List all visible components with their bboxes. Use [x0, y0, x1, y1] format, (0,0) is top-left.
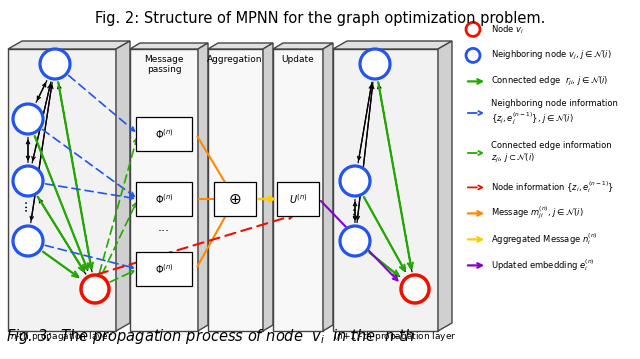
Text: Node $v_i$: Node $v_i$ — [491, 23, 524, 36]
Text: $U^{(n)}$: $U^{(n)}$ — [289, 192, 307, 206]
FancyBboxPatch shape — [136, 117, 192, 151]
Circle shape — [40, 49, 70, 79]
Circle shape — [466, 48, 480, 62]
Circle shape — [340, 166, 370, 196]
Polygon shape — [8, 49, 116, 331]
Text: Message
passing: Message passing — [144, 55, 184, 74]
Text: $\Phi^{(n)}$: $\Phi^{(n)}$ — [155, 192, 173, 206]
Text: Message $m_{ji}^{(n)}$, $j \in \mathcal{N}(i)$: Message $m_{ji}^{(n)}$, $j \in \mathcal{… — [491, 205, 584, 222]
Polygon shape — [333, 49, 438, 331]
Text: Node information $\{z_i, e_i^{(n-1)}\}$: Node information $\{z_i, e_i^{(n-1)}\}$ — [491, 180, 614, 195]
Text: $\Phi^{(n)}$: $\Phi^{(n)}$ — [155, 262, 173, 276]
Circle shape — [360, 49, 390, 79]
Polygon shape — [273, 49, 323, 331]
Circle shape — [13, 226, 43, 256]
Text: ···: ··· — [20, 197, 34, 211]
Circle shape — [81, 275, 109, 303]
Polygon shape — [273, 43, 333, 49]
FancyBboxPatch shape — [277, 182, 319, 216]
Text: $(n{+}1)$-th propagation layer: $(n{+}1)$-th propagation layer — [333, 330, 457, 343]
Text: Connected edge  $r_{ji}$, $j \in \mathcal{N}(i)$: Connected edge $r_{ji}$, $j \in \mathcal… — [491, 75, 609, 88]
Text: $\Phi^{(n)}$: $\Phi^{(n)}$ — [155, 127, 173, 141]
Polygon shape — [323, 43, 333, 331]
FancyBboxPatch shape — [136, 182, 192, 216]
Text: Neighboring node information
$\{z_j, e_j^{(n-1)}\}$, $j \in \mathcal{N}(i)$: Neighboring node information $\{z_j, e_j… — [491, 99, 618, 127]
Text: $n$-th propagation layer: $n$-th propagation layer — [10, 330, 113, 343]
Text: Aggregation: Aggregation — [207, 55, 263, 64]
Text: Connected edge information
$z_{ji}$, $j \subset \mathcal{N}(i)$: Connected edge information $z_{ji}$, $j … — [491, 141, 612, 165]
Polygon shape — [130, 49, 198, 331]
Circle shape — [13, 166, 43, 196]
Text: ···: ··· — [158, 225, 170, 238]
Polygon shape — [333, 41, 452, 49]
Circle shape — [466, 22, 480, 36]
Text: Fig. 2: Structure of MPNN for the graph optimization problem.: Fig. 2: Structure of MPNN for the graph … — [95, 11, 545, 26]
Circle shape — [340, 226, 370, 256]
Text: Aggregated Message $n_i^{(n)}$: Aggregated Message $n_i^{(n)}$ — [491, 232, 598, 247]
Polygon shape — [116, 41, 130, 331]
Polygon shape — [263, 43, 273, 331]
Text: Update: Update — [282, 55, 314, 64]
Polygon shape — [208, 49, 263, 331]
FancyBboxPatch shape — [214, 182, 256, 216]
Polygon shape — [130, 43, 208, 49]
Text: Neighboring node $v_j$, $j \in \mathcal{N}(i)$: Neighboring node $v_j$, $j \in \mathcal{… — [491, 49, 612, 62]
Polygon shape — [198, 43, 208, 331]
Polygon shape — [208, 43, 273, 49]
Circle shape — [401, 275, 429, 303]
Circle shape — [13, 104, 43, 134]
Text: Fig. 3:  The propagation process of node  $v_i$  in the  $n$-th: Fig. 3: The propagation process of node … — [6, 327, 414, 346]
Polygon shape — [8, 41, 130, 49]
Polygon shape — [438, 41, 452, 331]
FancyBboxPatch shape — [136, 252, 192, 286]
Text: $\oplus$: $\oplus$ — [228, 191, 242, 206]
Text: Updated embedding $e_i^{(n)}$: Updated embedding $e_i^{(n)}$ — [491, 258, 595, 273]
Text: ···: ··· — [347, 204, 361, 218]
